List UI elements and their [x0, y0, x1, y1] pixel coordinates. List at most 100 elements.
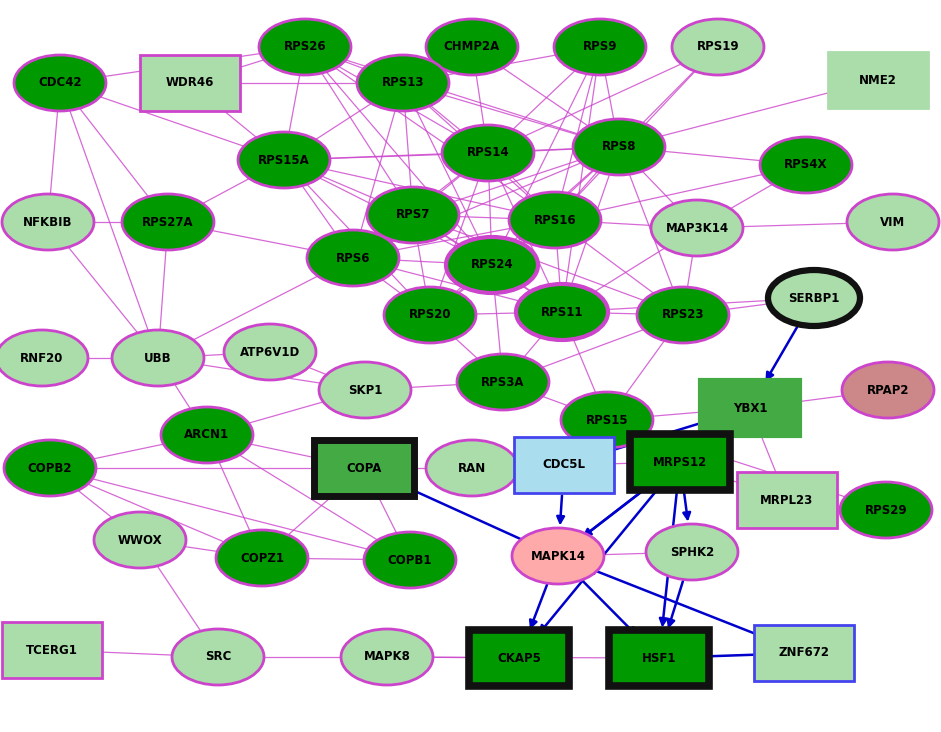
Text: HSF1: HSF1 [642, 651, 677, 665]
Text: CDC42: CDC42 [39, 77, 82, 89]
Ellipse shape [364, 532, 456, 588]
Text: CDC5L: CDC5L [543, 458, 585, 471]
Ellipse shape [307, 230, 399, 286]
Ellipse shape [672, 19, 764, 75]
Text: ARCN1: ARCN1 [184, 428, 230, 441]
Text: RPS15A: RPS15A [258, 154, 310, 166]
FancyBboxPatch shape [2, 622, 102, 678]
FancyBboxPatch shape [514, 437, 614, 493]
Ellipse shape [426, 19, 518, 75]
FancyBboxPatch shape [700, 380, 800, 436]
Ellipse shape [842, 362, 934, 418]
Text: RPS4X: RPS4X [784, 159, 828, 171]
Text: RPS27A: RPS27A [142, 215, 194, 228]
Text: VIM: VIM [881, 215, 905, 228]
Text: RPS15: RPS15 [585, 414, 629, 427]
Ellipse shape [840, 482, 932, 538]
Ellipse shape [509, 192, 601, 248]
Text: RPS9: RPS9 [582, 40, 617, 53]
Text: RPS7: RPS7 [396, 209, 430, 222]
Ellipse shape [122, 194, 214, 250]
Text: RPS20: RPS20 [408, 308, 452, 321]
Ellipse shape [341, 629, 433, 685]
FancyBboxPatch shape [314, 440, 414, 496]
Ellipse shape [554, 19, 646, 75]
Text: RPS19: RPS19 [696, 40, 740, 53]
Ellipse shape [2, 194, 94, 250]
Text: COPB2: COPB2 [27, 461, 72, 474]
Ellipse shape [224, 324, 316, 380]
Text: RPS6: RPS6 [336, 252, 370, 264]
Ellipse shape [512, 528, 604, 584]
Ellipse shape [760, 137, 852, 193]
Text: WDR46: WDR46 [166, 77, 215, 89]
Ellipse shape [0, 330, 88, 386]
Ellipse shape [516, 284, 608, 340]
Text: ZNF672: ZNF672 [778, 646, 830, 660]
Text: RPS3A: RPS3A [481, 376, 525, 389]
Text: SKP1: SKP1 [348, 384, 382, 397]
Ellipse shape [637, 287, 729, 343]
Ellipse shape [259, 19, 351, 75]
Text: RAN: RAN [458, 461, 486, 474]
Text: RPS29: RPS29 [865, 504, 907, 517]
Text: RPS24: RPS24 [470, 258, 513, 272]
Ellipse shape [646, 524, 738, 580]
Text: NFKBIB: NFKBIB [24, 215, 72, 228]
Ellipse shape [384, 287, 476, 343]
Text: WWOX: WWOX [118, 534, 162, 547]
Ellipse shape [14, 55, 106, 111]
Text: MRPL23: MRPL23 [760, 493, 814, 507]
Text: COPA: COPA [346, 461, 382, 474]
FancyBboxPatch shape [754, 625, 854, 681]
Text: CHMP2A: CHMP2A [444, 40, 500, 53]
Text: RNF20: RNF20 [21, 351, 64, 365]
Text: RPS23: RPS23 [662, 308, 704, 321]
Text: TCERG1: TCERG1 [26, 643, 78, 657]
FancyBboxPatch shape [828, 52, 928, 108]
Text: CKAP5: CKAP5 [497, 651, 541, 665]
Text: NME2: NME2 [859, 73, 897, 86]
Text: MRPS12: MRPS12 [653, 455, 707, 468]
Text: RPS8: RPS8 [601, 141, 636, 154]
Text: SERBP1: SERBP1 [789, 291, 839, 305]
Ellipse shape [112, 330, 204, 386]
FancyBboxPatch shape [630, 434, 730, 490]
Ellipse shape [357, 55, 449, 111]
Text: YBX1: YBX1 [733, 401, 767, 414]
Ellipse shape [367, 187, 459, 243]
Ellipse shape [651, 200, 743, 256]
Text: MAP3K14: MAP3K14 [665, 222, 728, 234]
Text: RPS14: RPS14 [467, 146, 509, 160]
FancyBboxPatch shape [609, 630, 709, 686]
Ellipse shape [768, 270, 860, 326]
Ellipse shape [238, 132, 330, 188]
Text: SPHK2: SPHK2 [670, 545, 714, 559]
Text: RPAP2: RPAP2 [867, 384, 909, 397]
Ellipse shape [319, 362, 411, 418]
Ellipse shape [457, 354, 549, 410]
Ellipse shape [172, 629, 264, 685]
Ellipse shape [573, 119, 665, 175]
Ellipse shape [561, 392, 653, 448]
FancyBboxPatch shape [140, 55, 240, 111]
Ellipse shape [161, 407, 253, 463]
Text: ATP6V1D: ATP6V1D [240, 346, 300, 359]
Text: COPZ1: COPZ1 [240, 551, 284, 564]
Ellipse shape [426, 440, 518, 496]
Text: UBB: UBB [144, 351, 172, 365]
Text: COPB1: COPB1 [388, 553, 432, 567]
Text: SRC: SRC [205, 651, 231, 663]
Text: RPS13: RPS13 [382, 77, 424, 89]
Text: RPS16: RPS16 [534, 214, 576, 226]
Text: MAPK8: MAPK8 [363, 651, 410, 663]
Ellipse shape [442, 125, 534, 181]
FancyBboxPatch shape [469, 630, 569, 686]
Ellipse shape [847, 194, 939, 250]
Ellipse shape [4, 440, 96, 496]
Text: MAPK14: MAPK14 [531, 550, 585, 562]
Text: RPS11: RPS11 [541, 305, 583, 318]
Ellipse shape [216, 530, 308, 586]
Ellipse shape [94, 512, 186, 568]
FancyBboxPatch shape [737, 472, 837, 528]
